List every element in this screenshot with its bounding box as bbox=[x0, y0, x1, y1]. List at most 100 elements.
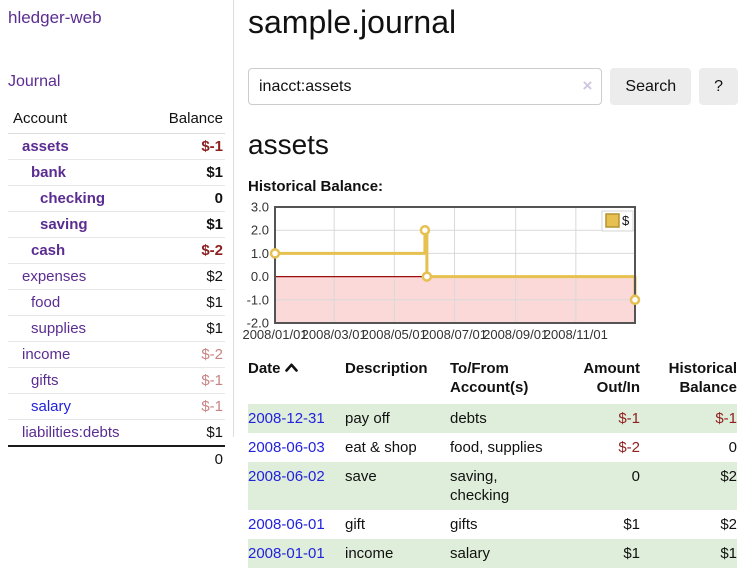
date-header-label: Date bbox=[248, 360, 281, 377]
transaction-accounts-cell: debts bbox=[450, 404, 562, 433]
account-balance-cell: $-2 bbox=[148, 237, 225, 264]
total-spacer bbox=[8, 445, 149, 472]
account-link[interactable]: expenses bbox=[22, 268, 87, 285]
account-link[interactable]: income bbox=[22, 346, 71, 363]
account-name-cell: liabilities:debts bbox=[8, 420, 148, 447]
transaction-description-cell: pay off bbox=[345, 404, 450, 433]
account-row: cash $-2 bbox=[8, 237, 225, 264]
transaction-date-link[interactable]: 2008-06-02 bbox=[248, 468, 325, 485]
transaction-row: 2008-12-31 pay off debts $-1 $-1 bbox=[248, 404, 737, 433]
account-row: gifts $-1 bbox=[8, 367, 225, 394]
transaction-amount-cell: $-1 bbox=[562, 404, 640, 433]
transaction-row: 2008-06-02 save saving, checking 0 $2 bbox=[248, 462, 737, 510]
account-balance-cell: $-1 bbox=[148, 393, 225, 420]
transaction-amount-cell: 0 bbox=[562, 462, 640, 510]
account-row: salary $-1 bbox=[8, 393, 225, 420]
account-link[interactable]: checking bbox=[40, 190, 106, 207]
svg-text:2008/01/01: 2008/01/01 bbox=[242, 327, 307, 342]
search-row: × Search ? bbox=[248, 68, 738, 105]
clear-search-icon[interactable]: × bbox=[582, 76, 593, 95]
transaction-date-cell: 2008-06-03 bbox=[248, 433, 345, 462]
transaction-date-link[interactable]: 2008-01-01 bbox=[248, 545, 325, 562]
account-name-cell: salary bbox=[8, 393, 149, 420]
transaction-amount-cell: $1 bbox=[562, 539, 640, 568]
account-link[interactable]: liabilities:debts bbox=[22, 424, 120, 441]
account-link[interactable]: assets bbox=[22, 138, 69, 155]
help-button[interactable]: ? bbox=[699, 68, 738, 105]
account-heading: assets bbox=[248, 129, 329, 160]
transaction-date-cell: 2008-01-01 bbox=[248, 539, 345, 568]
account-link[interactable]: saving bbox=[40, 216, 88, 233]
transaction-balance-cell: $-1 bbox=[640, 404, 737, 433]
transaction-accounts-cell: saving, checking bbox=[450, 462, 562, 510]
sidebar-item-journal[interactable]: Journal bbox=[8, 73, 61, 90]
transaction-description-cell: save bbox=[345, 462, 450, 510]
account-name-cell: bank bbox=[8, 159, 149, 186]
transaction-accounts-cell: food, supplies bbox=[450, 439, 543, 456]
transaction-accounts-cell: salary bbox=[450, 539, 562, 568]
date-column-header[interactable]: Date bbox=[248, 357, 345, 404]
description-column-header: Description bbox=[345, 360, 428, 377]
account-link[interactable]: gifts bbox=[31, 372, 59, 389]
account-name-cell: checking bbox=[8, 185, 149, 212]
transaction-description-cell: income bbox=[345, 539, 450, 568]
account-balance-cell: $1 bbox=[148, 289, 225, 316]
account-link[interactable]: food bbox=[31, 294, 61, 311]
register-header-row: Date Description To/From Account(s) Amou… bbox=[248, 357, 737, 404]
transaction-date-link[interactable]: 2008-06-01 bbox=[248, 516, 325, 533]
account-balance-cell: $1 bbox=[148, 211, 225, 238]
account-column-header-register: To/From Account(s) bbox=[450, 360, 529, 396]
account-row: supplies $1 bbox=[8, 315, 225, 342]
account-row: income $-2 bbox=[8, 341, 225, 368]
search-button[interactable]: Search bbox=[610, 68, 692, 105]
account-balance-cell: $-1 bbox=[148, 133, 225, 160]
svg-text:0.0: 0.0 bbox=[251, 269, 269, 284]
account-link[interactable]: bank bbox=[31, 164, 67, 181]
transaction-amount-cell: $-2 bbox=[618, 439, 640, 456]
svg-text:-1.0: -1.0 bbox=[247, 292, 269, 307]
account-column-header: Account bbox=[8, 107, 149, 134]
account-balance-cell: $-2 bbox=[148, 341, 225, 368]
account-name-cell: saving bbox=[8, 211, 149, 238]
account-balance-cell: $-1 bbox=[148, 367, 225, 394]
account-name-cell: assets bbox=[8, 133, 149, 160]
account-name-cell: supplies bbox=[8, 315, 149, 342]
account-row: assets $-1 bbox=[8, 133, 225, 160]
page-title: sample.journal bbox=[248, 4, 457, 40]
account-balance-cell: $1 bbox=[206, 424, 223, 441]
balance-column-header: Balance bbox=[148, 107, 225, 134]
account-name-cell: gifts bbox=[8, 367, 149, 394]
svg-text:2008/05/01: 2008/05/01 bbox=[362, 327, 427, 342]
account-link[interactable]: supplies bbox=[31, 320, 87, 337]
search-input[interactable] bbox=[248, 68, 603, 105]
search-box: × bbox=[248, 68, 603, 105]
svg-text:2008/09/01: 2008/09/01 bbox=[483, 327, 548, 342]
total-balance: 0 bbox=[148, 445, 225, 472]
account-name-cell: expenses bbox=[8, 263, 149, 290]
account-row: food $1 bbox=[8, 289, 225, 316]
account-row: liabilities:debts $1 bbox=[8, 420, 225, 447]
sidebar: hledger-web Journal Account Balance asse… bbox=[0, 0, 234, 472]
chart-section-label: Historical Balance: bbox=[248, 178, 384, 195]
transaction-row: 2008-06-01 gift gifts $1 $2 bbox=[248, 510, 737, 539]
account-balance-cell: $2 bbox=[148, 263, 225, 290]
account-balance-cell: $1 bbox=[148, 315, 225, 342]
account-total-row: 0 bbox=[8, 445, 225, 472]
transaction-date-cell: 2008-06-02 bbox=[248, 462, 345, 510]
svg-text:2008/11/01: 2008/11/01 bbox=[544, 327, 608, 342]
transaction-row: 2008-01-01 income salary $1 $1 bbox=[248, 539, 737, 568]
app-title-link[interactable]: hledger-web bbox=[8, 8, 102, 27]
svg-text:3.0: 3.0 bbox=[251, 200, 269, 215]
account-link[interactable]: salary bbox=[31, 398, 72, 415]
sort-ascending-icon bbox=[284, 363, 298, 372]
account-row: bank $1 bbox=[8, 159, 225, 186]
account-name-cell: food bbox=[8, 289, 149, 316]
account-row: saving $1 bbox=[8, 211, 225, 238]
transaction-date-link[interactable]: 2008-12-31 bbox=[248, 410, 325, 427]
svg-text:2008/03/01: 2008/03/01 bbox=[302, 327, 367, 342]
account-link[interactable]: cash bbox=[31, 242, 66, 259]
transaction-date-link[interactable]: 2008-06-03 bbox=[248, 439, 325, 456]
transaction-amount-cell: $1 bbox=[623, 516, 640, 533]
transaction-balance-cell: $1 bbox=[640, 539, 737, 568]
svg-text:$: $ bbox=[622, 213, 630, 228]
